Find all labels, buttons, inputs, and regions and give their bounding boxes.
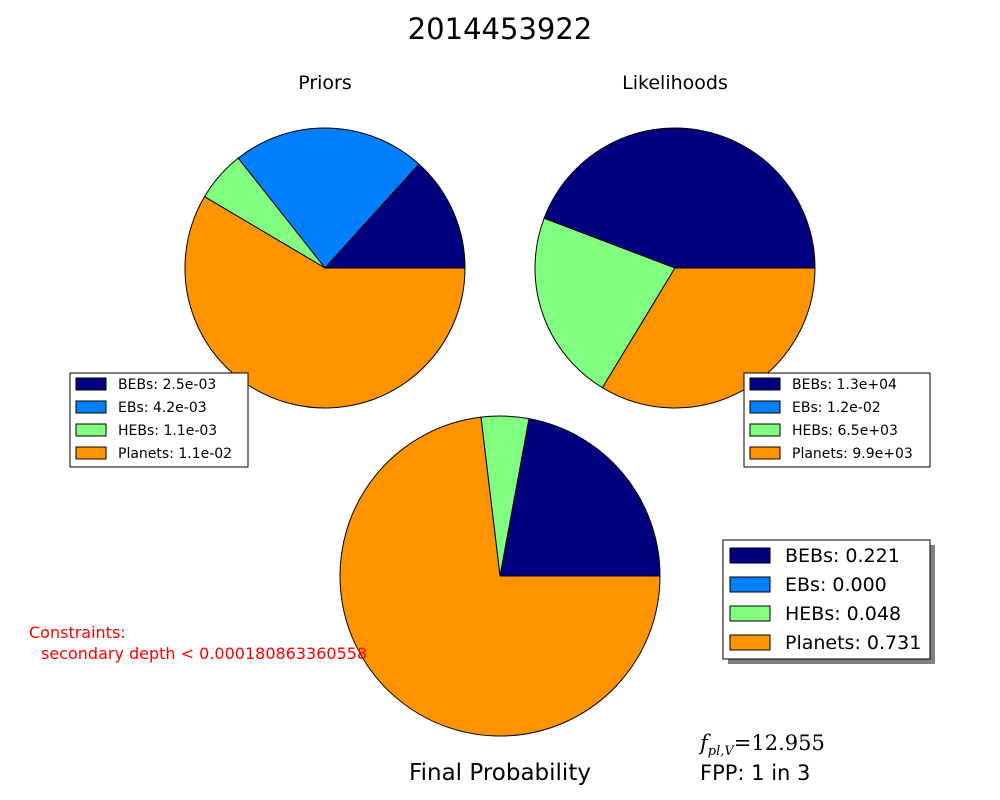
constraints-label: Constraints: bbox=[29, 623, 126, 642]
legend-likelihoods-swatch-hebs bbox=[749, 423, 781, 437]
legend-likelihoods-label-planets: Planets: 9.9e+03 bbox=[792, 446, 913, 462]
legend-likelihoods-label-hebs: HEBs: 6.5e+03 bbox=[792, 423, 898, 439]
legend-final-label-ebs: EBs: 0.000 bbox=[785, 574, 887, 596]
pie-slice-planets bbox=[339, 416, 661, 737]
pie-slice-hebs bbox=[534, 217, 676, 389]
pie-likelihoods: Likelihoods bbox=[534, 72, 816, 409]
legend-final-swatch-bebs bbox=[729, 547, 771, 564]
pie-priors: Priors bbox=[184, 72, 466, 409]
fpl-annotation: fpl,V=12.955 bbox=[698, 731, 825, 759]
legend-likelihoods: BEBs: 1.3e+04 EBs: 1.2e-02 HEBs: 6.5e+03… bbox=[743, 372, 931, 468]
legend-final-swatch-ebs bbox=[729, 576, 771, 593]
legend-final-swatch-hebs bbox=[729, 605, 771, 622]
legend-likelihoods-swatch-planets bbox=[749, 446, 781, 460]
legend-final-label-bebs: BEBs: 0.221 bbox=[785, 545, 900, 567]
pie-slice-bebs bbox=[543, 127, 816, 269]
pie-priors-slices bbox=[184, 127, 466, 409]
pie-slice-planets bbox=[184, 196, 466, 409]
legend-likelihoods-label-ebs: EBs: 1.2e-02 bbox=[792, 400, 881, 416]
legend-likelihoods-swatch-ebs bbox=[749, 400, 781, 414]
legend-priors-label-bebs: BEBs: 2.5e-03 bbox=[118, 377, 216, 393]
legend-likelihoods-swatch-bebs bbox=[749, 377, 781, 391]
pie-likelihoods-slices bbox=[534, 127, 816, 409]
legend-priors-swatch-ebs bbox=[75, 400, 107, 414]
pie-priors-title: Priors bbox=[298, 72, 352, 94]
fpp-text: FPP: 1 in 3 bbox=[700, 761, 810, 785]
pie-slice-ebs bbox=[237, 127, 420, 269]
fpl-symbol: f bbox=[698, 731, 711, 755]
legend-final-label-planets: Planets: 0.731 bbox=[785, 632, 921, 654]
constraints-value: secondary depth < 0.000180863360558 bbox=[41, 644, 367, 663]
legend-final-label-hebs: HEBs: 0.048 bbox=[785, 603, 901, 625]
legend-likelihoods-label-bebs: BEBs: 1.3e+04 bbox=[792, 377, 897, 393]
legend-final: BEBs: 0.221 EBs: 0.000 HEBs: 0.048 Plane… bbox=[722, 539, 935, 664]
figure-title: 2014453922 bbox=[408, 12, 593, 46]
pie-final-title: Final Probability bbox=[409, 760, 591, 786]
legend-priors-swatch-bebs bbox=[75, 377, 107, 391]
pie-likelihoods-title: Likelihoods bbox=[622, 72, 728, 94]
fpl-value: =12.955 bbox=[734, 731, 825, 755]
legend-priors-label-hebs: HEBs: 1.1e-03 bbox=[118, 423, 217, 439]
legend-priors-label-ebs: EBs: 4.2e-03 bbox=[118, 400, 207, 416]
legend-priors-label-planets: Planets: 1.1e-02 bbox=[118, 446, 232, 462]
pie-slice-bebs bbox=[324, 163, 466, 269]
pie-final-slices bbox=[339, 415, 661, 737]
pie-slice-bebs bbox=[499, 418, 661, 577]
legend-final-swatch-planets bbox=[729, 634, 771, 651]
legend-priors-swatch-planets bbox=[75, 446, 107, 460]
fpl-subscript: pl,V bbox=[708, 744, 736, 759]
legend-priors-swatch-hebs bbox=[75, 423, 107, 437]
pie-final: Final Probability bbox=[339, 415, 661, 786]
legend-priors: BEBs: 2.5e-03 EBs: 4.2e-03 HEBs: 1.1e-03… bbox=[69, 372, 249, 468]
